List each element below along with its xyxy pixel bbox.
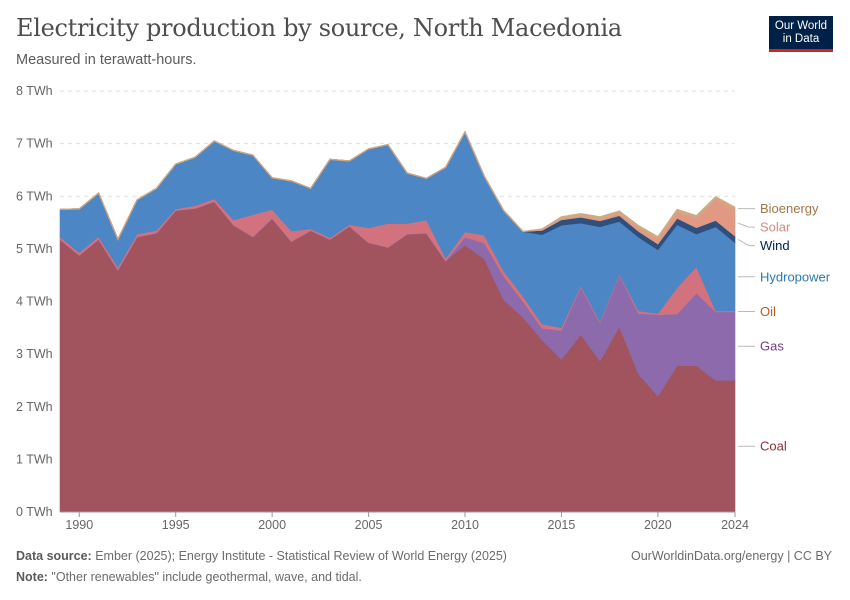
note-label: Note:: [16, 570, 48, 584]
axes: 0 TWh 1 TWh 2 TWh 3 TWh 4 TWh 5 TWh 6 TWh 7 TWh…: [16, 84, 749, 532]
x-tick-label: 2020: [644, 518, 672, 532]
series-label-hydropower: Hydropower: [760, 269, 831, 284]
chart-title: Electricity production by source, North …: [16, 14, 622, 42]
label-connector: [737, 238, 755, 247]
data-source-text: Ember (2025); Energy Institute - Statist…: [91, 549, 507, 563]
owid-logo[interactable]: Our World in Data: [769, 16, 833, 52]
note-text: "Other renewables" include geothermal, w…: [47, 570, 362, 584]
chart-subtitle: Measured in terawatt-hours.: [16, 52, 197, 68]
series-label-coal: Coal: [760, 439, 787, 454]
area-series: [59, 130, 736, 513]
x-tick-label: 2010: [451, 518, 479, 532]
x-tick-label: 2000: [258, 518, 286, 532]
series-label-bioenergy: Bioenergy: [760, 201, 819, 216]
y-tick-label: 8 TWh: [16, 84, 53, 98]
series-label-oil: Oil: [760, 304, 776, 319]
y-tick-label: 3 TWh: [16, 347, 53, 361]
data-source-line: Data source: Ember (2025); Energy Instit…: [16, 549, 507, 563]
x-tick-label: 2024: [721, 518, 749, 532]
data-source-label: Data source:: [16, 549, 92, 563]
y-tick-label: 1 TWh: [16, 452, 53, 466]
series-label-wind: Wind: [760, 238, 790, 253]
x-tick-label: 2015: [548, 518, 576, 532]
logo-line-1: Our World: [774, 20, 828, 32]
source-url-link[interactable]: OurWorldinData.org/energy | CC BY: [630, 549, 832, 563]
area-edge-bioenergy: [59, 130, 736, 241]
y-tick-label: 6 TWh: [16, 189, 53, 203]
series-label-gas: Gas: [760, 339, 784, 354]
label-connector: [737, 222, 755, 228]
y-tick-label: 5 TWh: [16, 242, 53, 256]
y-tick-label: 7 TWh: [16, 137, 53, 151]
x-tick-label: 1995: [162, 518, 190, 532]
x-tick-label: 2005: [355, 518, 383, 532]
y-tick-label: 0 TWh: [16, 505, 53, 519]
series-labels: Bioenergy Solar Wind Hydropower Oil Gas Coal: [737, 201, 831, 454]
note-line: Note: "Other renewables" include geother…: [16, 570, 362, 584]
series-label-solar: Solar: [760, 220, 791, 235]
x-tick-label: 1990: [65, 518, 93, 532]
y-tick-label: 2 TWh: [16, 400, 53, 414]
logo-line-2: in Data: [782, 33, 820, 45]
y-tick-label: 4 TWh: [16, 295, 53, 309]
